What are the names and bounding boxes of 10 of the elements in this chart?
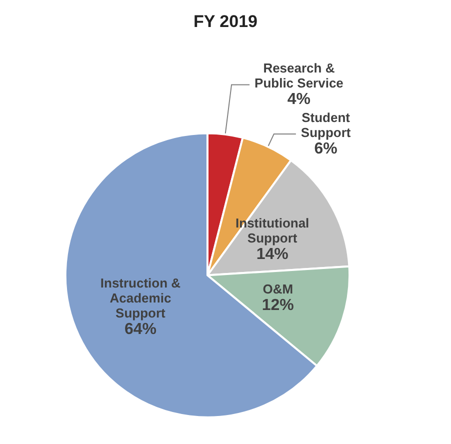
- slice-label: Research & Public Service: [254, 60, 344, 91]
- data-label: 4%: [287, 91, 311, 108]
- data-label: 14%: [256, 246, 288, 264]
- data-label: 6%: [314, 140, 338, 158]
- slice-label: O&M: [262, 282, 294, 297]
- chart-title: FY 2019: [194, 12, 258, 31]
- data-label: 12%: [262, 297, 294, 314]
- slice-label: Instruction & Academic Support: [100, 275, 181, 320]
- data-label: 64%: [124, 320, 156, 338]
- slice-label: Student Support: [300, 110, 352, 140]
